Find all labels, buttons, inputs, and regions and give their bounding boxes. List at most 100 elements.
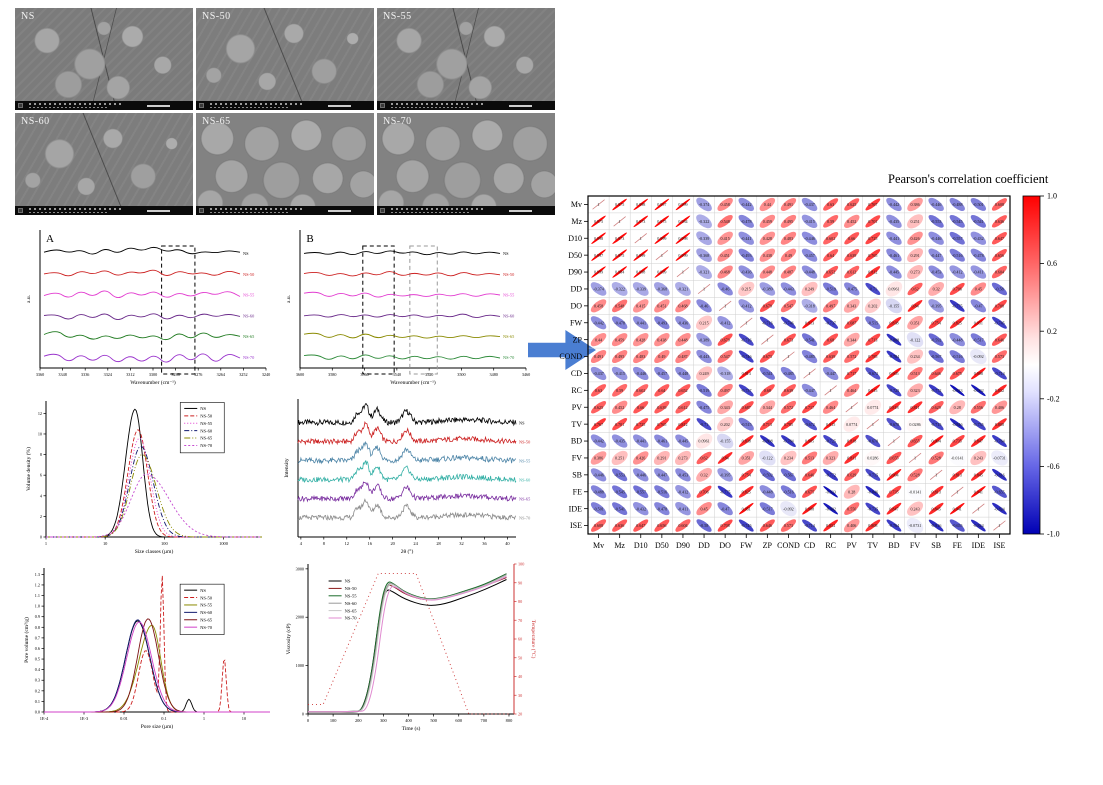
svg-text:0.811: 0.811 bbox=[847, 456, 856, 461]
svg-text:-0.592: -0.592 bbox=[931, 337, 942, 342]
svg-text:-0.443: -0.443 bbox=[783, 287, 794, 292]
svg-text:-0.322: -0.322 bbox=[614, 287, 625, 292]
svg-text:0.818: 0.818 bbox=[847, 439, 856, 444]
svg-text:-0.485: -0.485 bbox=[804, 354, 815, 359]
curve-NS bbox=[44, 620, 270, 713]
svg-text:0.64: 0.64 bbox=[658, 388, 665, 393]
svg-text:NS-70: NS-70 bbox=[200, 443, 213, 448]
svg-text:-0.515: -0.515 bbox=[741, 422, 752, 427]
svg-text:-0.501: -0.501 bbox=[593, 506, 604, 511]
svg-text:0.495: 0.495 bbox=[784, 219, 793, 224]
svg-text:0.1: 0.1 bbox=[35, 699, 40, 704]
sem-chip bbox=[199, 208, 204, 213]
sem-meta-text2 bbox=[210, 107, 289, 108]
svg-text:4: 4 bbox=[40, 493, 43, 498]
svg-text:8: 8 bbox=[323, 541, 326, 546]
svg-text:-0.475: -0.475 bbox=[846, 287, 857, 292]
svg-text:0.3: 0.3 bbox=[35, 678, 40, 683]
svg-text:D90: D90 bbox=[676, 541, 690, 550]
svg-text:0.66: 0.66 bbox=[848, 236, 855, 241]
svg-text:NS-55: NS-55 bbox=[345, 594, 358, 599]
temperature-profile bbox=[308, 572, 509, 715]
sem-label: NS-60 bbox=[21, 116, 50, 127]
svg-text:-0.715: -0.715 bbox=[868, 472, 879, 477]
svg-text:TV: TV bbox=[571, 420, 582, 429]
svg-text:0.68: 0.68 bbox=[764, 388, 771, 393]
svg-text:0.915: 0.915 bbox=[868, 388, 877, 393]
svg-text:1: 1 bbox=[661, 253, 664, 258]
svg-text:NS-50: NS-50 bbox=[345, 586, 358, 591]
svg-text:1: 1 bbox=[830, 388, 833, 393]
svg-text:-0.475: -0.475 bbox=[699, 405, 710, 410]
svg-text:0.785: 0.785 bbox=[868, 354, 877, 359]
viscosity-NS bbox=[307, 579, 507, 713]
svg-text:NS: NS bbox=[200, 588, 206, 593]
svg-text:0.975: 0.975 bbox=[615, 253, 624, 258]
svg-text:-0.415: -0.415 bbox=[614, 371, 625, 376]
svg-text:0.32: 0.32 bbox=[700, 472, 707, 477]
svg-text:-0.0731: -0.0731 bbox=[909, 523, 922, 528]
svg-text:BD: BD bbox=[571, 437, 582, 446]
svg-text:0.754: 0.754 bbox=[932, 320, 941, 325]
svg-text:1: 1 bbox=[851, 405, 854, 410]
svg-text:0.904: 0.904 bbox=[889, 472, 898, 477]
svg-text:0.941: 0.941 bbox=[974, 489, 983, 494]
svg-text:0.9: 0.9 bbox=[35, 614, 40, 619]
pattern-NS-70 bbox=[297, 498, 517, 522]
svg-text:0.497: 0.497 bbox=[721, 388, 730, 393]
svg-text:-0.47: -0.47 bbox=[721, 506, 730, 511]
svg-text:-0.447: -0.447 bbox=[804, 388, 815, 393]
highlight-box bbox=[161, 245, 196, 375]
svg-text:0.6: 0.6 bbox=[35, 646, 40, 651]
sem-image-ns-60: NS-60 bbox=[15, 113, 193, 215]
trace-label: NS-70 bbox=[519, 516, 530, 521]
panel-letter: B bbox=[306, 233, 313, 245]
svg-text:-0.435: -0.435 bbox=[614, 439, 625, 444]
svg-text:3460: 3460 bbox=[522, 372, 530, 377]
svg-text:0.215: 0.215 bbox=[699, 320, 708, 325]
svg-text:0.406: 0.406 bbox=[995, 405, 1004, 410]
svg-text:-0.933: -0.933 bbox=[952, 388, 963, 393]
svg-text:-0.447: -0.447 bbox=[657, 472, 668, 477]
sem-meta-text2 bbox=[29, 212, 108, 213]
svg-text:ISE: ISE bbox=[993, 541, 1005, 550]
svg-text:0.28: 0.28 bbox=[954, 405, 961, 410]
svg-text:-0.47: -0.47 bbox=[974, 303, 983, 308]
svg-text:0.701: 0.701 bbox=[868, 219, 877, 224]
right-axis-ticks: 20 30 40 50 60 70 80 90 100 bbox=[514, 562, 524, 717]
svg-text:0.997: 0.997 bbox=[594, 253, 603, 258]
svg-text:-0.775: -0.775 bbox=[952, 303, 963, 308]
curve-NS-55 bbox=[44, 624, 270, 713]
svg-text:D50: D50 bbox=[655, 541, 669, 550]
viscosity-NS-70 bbox=[307, 576, 507, 713]
svg-text:0.291: 0.291 bbox=[657, 456, 666, 461]
highlight-box bbox=[362, 245, 395, 375]
svg-text:24: 24 bbox=[413, 541, 418, 546]
svg-text:-0.902: -0.902 bbox=[973, 388, 984, 393]
sem-chip bbox=[380, 103, 385, 108]
svg-text:1: 1 bbox=[808, 371, 811, 376]
svg-text:-0.436: -0.436 bbox=[678, 320, 689, 325]
svg-text:COND: COND bbox=[777, 541, 800, 550]
svg-text:0.984: 0.984 bbox=[678, 219, 687, 224]
svg-text:3560: 3560 bbox=[360, 372, 368, 377]
svg-text:0.602: 0.602 bbox=[826, 236, 835, 241]
svg-text:0.4: 0.4 bbox=[35, 667, 41, 672]
svg-text:NS-55: NS-55 bbox=[200, 603, 213, 608]
svg-text:-0.71: -0.71 bbox=[700, 422, 709, 427]
svg-text:8: 8 bbox=[40, 452, 42, 457]
trace-label: NS-65 bbox=[243, 334, 254, 339]
svg-text:0.548: 0.548 bbox=[615, 303, 624, 308]
svg-text:-0.395: -0.395 bbox=[931, 303, 942, 308]
svg-text:-0.58: -0.58 bbox=[995, 287, 1004, 292]
trace-label: NS-55 bbox=[243, 293, 254, 298]
svg-text:0.905: 0.905 bbox=[805, 439, 814, 444]
svg-text:RC: RC bbox=[825, 541, 836, 550]
svg-text:0.273: 0.273 bbox=[678, 456, 687, 461]
y-axis-label: a.u. bbox=[286, 294, 292, 303]
svg-text:40: 40 bbox=[505, 541, 510, 546]
correlogram-title: Pearson's correlation coefficient bbox=[888, 172, 1049, 186]
svg-text:-0.155: -0.155 bbox=[720, 439, 731, 444]
svg-text:0.234: 0.234 bbox=[910, 354, 919, 359]
